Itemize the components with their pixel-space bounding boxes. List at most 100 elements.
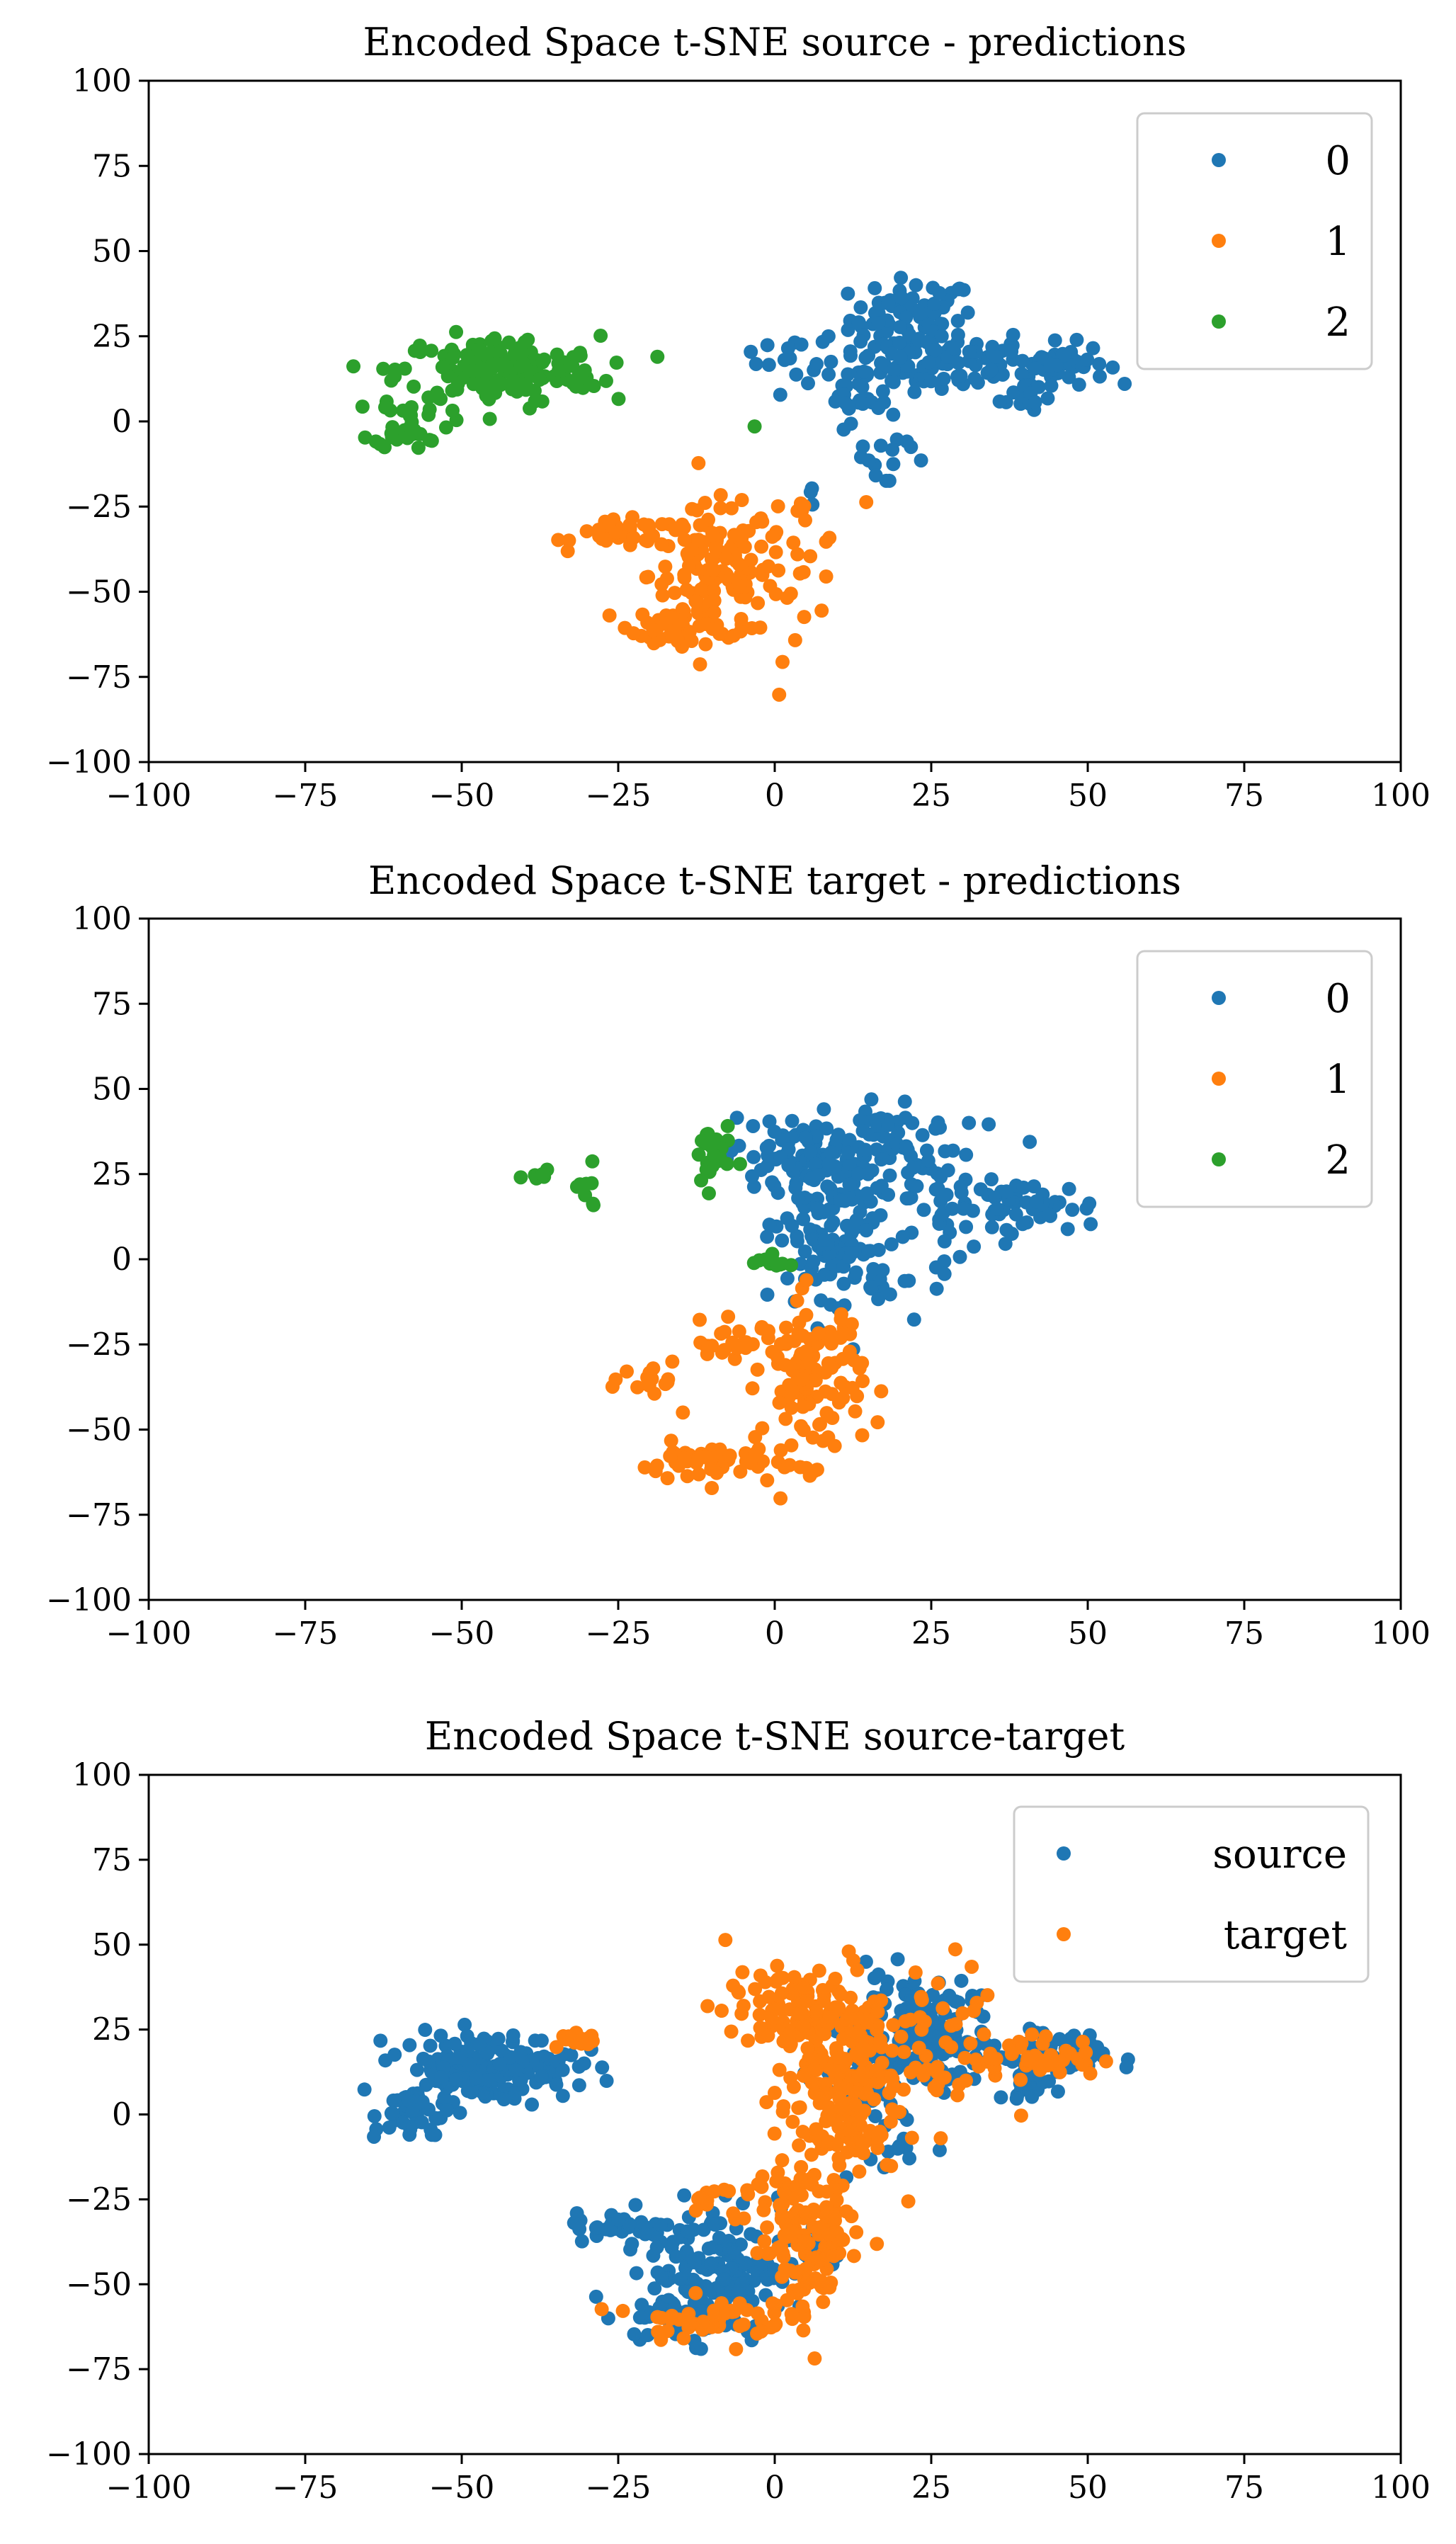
legend-marker-1 bbox=[1212, 1072, 1226, 1086]
data-point bbox=[998, 1237, 1013, 1251]
data-point bbox=[487, 331, 502, 346]
data-point bbox=[826, 2249, 841, 2264]
legend-box bbox=[1013, 1805, 1370, 1983]
data-point bbox=[799, 1348, 814, 1363]
data-point bbox=[438, 420, 453, 435]
data-point bbox=[717, 1343, 732, 1358]
data-point bbox=[842, 1344, 857, 1359]
data-point bbox=[907, 385, 922, 399]
data-point bbox=[851, 2068, 866, 2083]
data-point bbox=[798, 2261, 813, 2276]
data-point bbox=[700, 1999, 715, 2014]
y-tick-label: 50 bbox=[92, 234, 132, 270]
data-point bbox=[727, 2245, 741, 2260]
data-point bbox=[647, 2281, 662, 2296]
data-point bbox=[761, 358, 776, 373]
data-point bbox=[860, 1186, 875, 1201]
data-point bbox=[853, 300, 868, 315]
data-point bbox=[819, 1406, 834, 1421]
data-point bbox=[785, 1218, 800, 1233]
data-point bbox=[894, 271, 909, 285]
data-point bbox=[1071, 377, 1086, 392]
data-point bbox=[792, 2282, 807, 2297]
data-point bbox=[798, 1130, 813, 1145]
data-point bbox=[823, 2210, 838, 2225]
data-point bbox=[921, 1153, 935, 1168]
data-point bbox=[646, 1361, 661, 1376]
data-point bbox=[824, 1145, 838, 1160]
data-point bbox=[831, 2151, 846, 2166]
data-point bbox=[785, 1113, 800, 1128]
data-point bbox=[1006, 327, 1020, 342]
data-point bbox=[637, 1460, 652, 1475]
data-point bbox=[871, 401, 886, 416]
data-point bbox=[619, 1364, 634, 1379]
data-point bbox=[735, 1965, 750, 1980]
data-point bbox=[805, 1430, 820, 1445]
data-point bbox=[858, 1954, 873, 1969]
data-point bbox=[812, 1963, 826, 1978]
data-point bbox=[886, 2079, 901, 2094]
data-point bbox=[848, 1265, 863, 1280]
data-point bbox=[875, 384, 890, 399]
data-point bbox=[921, 355, 936, 370]
data-point bbox=[789, 367, 804, 382]
data-point bbox=[937, 1234, 952, 1249]
data-point bbox=[760, 1230, 775, 1244]
data-point bbox=[952, 281, 967, 296]
data-point bbox=[692, 618, 707, 633]
data-point bbox=[637, 517, 652, 532]
data-point bbox=[855, 2137, 870, 2152]
data-point bbox=[934, 1208, 949, 1222]
data-point bbox=[928, 343, 943, 358]
data-point bbox=[737, 540, 752, 555]
x-tick-label: −100 bbox=[106, 778, 192, 814]
data-point bbox=[855, 1356, 870, 1370]
data-point bbox=[899, 1139, 914, 1154]
data-point bbox=[418, 2023, 433, 2038]
data-point bbox=[595, 531, 610, 546]
y-tick-label: 25 bbox=[92, 319, 132, 355]
x-tick-label: 0 bbox=[765, 2470, 785, 2506]
data-point bbox=[944, 2018, 959, 2033]
data-point bbox=[873, 438, 888, 453]
data-point bbox=[753, 620, 768, 635]
data-point bbox=[384, 373, 399, 388]
data-point bbox=[734, 611, 749, 626]
data-point bbox=[1047, 333, 1062, 348]
data-point bbox=[836, 422, 851, 437]
data-point bbox=[1006, 385, 1021, 400]
data-point bbox=[963, 2036, 978, 2051]
data-point bbox=[722, 1448, 737, 1463]
data-point bbox=[734, 492, 749, 507]
data-point bbox=[890, 2141, 905, 2156]
data-point bbox=[989, 349, 1004, 364]
x-tick-label: 50 bbox=[1068, 778, 1108, 814]
data-point bbox=[772, 1395, 787, 1410]
data-point bbox=[688, 2285, 703, 2300]
data-point bbox=[694, 1133, 709, 1148]
data-point bbox=[764, 2011, 779, 2026]
data-point bbox=[715, 2004, 729, 2018]
data-point bbox=[658, 560, 673, 574]
data-point bbox=[806, 1232, 821, 1247]
data-point bbox=[741, 2033, 756, 2048]
x-tick-label: −100 bbox=[106, 1615, 192, 1652]
data-point bbox=[882, 1287, 897, 1302]
data-point bbox=[829, 2193, 844, 2208]
data-point bbox=[973, 1182, 988, 1197]
data-point bbox=[506, 2028, 521, 2043]
data-point bbox=[513, 1170, 528, 1185]
data-point bbox=[465, 363, 479, 378]
data-point bbox=[853, 334, 868, 349]
data-point bbox=[579, 1176, 593, 1191]
data-point bbox=[717, 2306, 732, 2321]
data-point bbox=[796, 2323, 811, 2338]
data-point bbox=[977, 2027, 991, 2042]
data-point bbox=[750, 2306, 765, 2321]
data-point bbox=[796, 564, 811, 579]
data-point bbox=[532, 373, 547, 387]
data-point bbox=[914, 1992, 929, 2007]
data-point bbox=[863, 2043, 877, 2058]
data-point bbox=[767, 1124, 782, 1139]
